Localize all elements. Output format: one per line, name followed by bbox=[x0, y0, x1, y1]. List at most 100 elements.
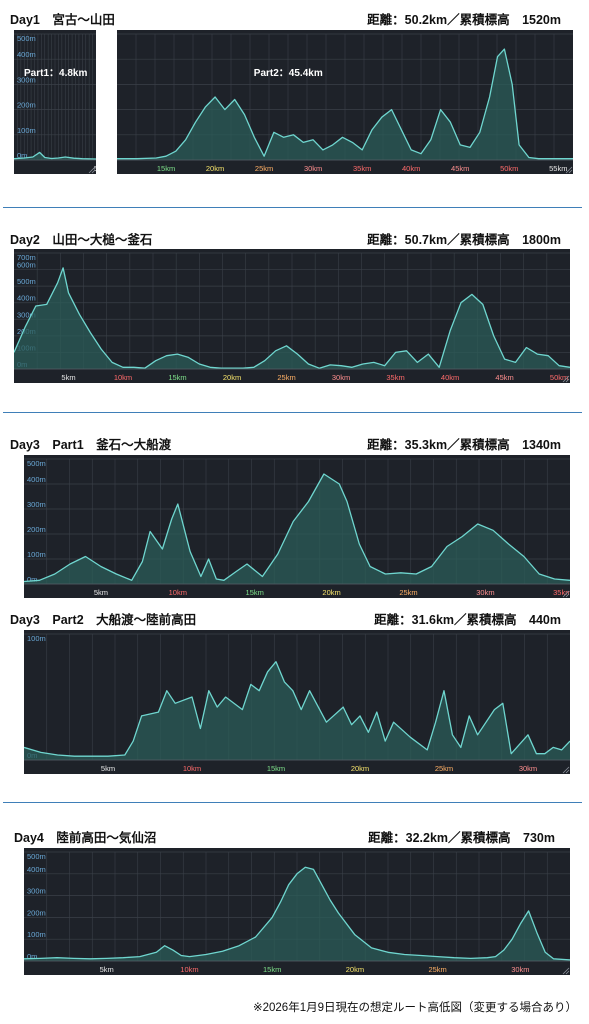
elevation-line bbox=[117, 48, 573, 160]
y-tick-label: 300m bbox=[17, 310, 36, 319]
y-tick-label: 100m bbox=[27, 930, 46, 939]
y-tick-label: 0m bbox=[27, 575, 37, 584]
x-tick-label: 40km bbox=[441, 373, 459, 382]
x-tick-label: 25km bbox=[277, 373, 295, 382]
y-tick-label: 400m bbox=[27, 865, 46, 874]
day4-stats: 距離：32.2km／累積標高 730m bbox=[368, 831, 555, 845]
divider bbox=[3, 207, 582, 208]
day2-stats: 距離：50.7km／累積標高 1800m bbox=[367, 233, 561, 247]
x-tick-label: 5km bbox=[100, 965, 114, 974]
y-tick-label: 400m bbox=[27, 475, 46, 484]
x-tick-label: 10km bbox=[114, 373, 132, 382]
elevation-area bbox=[14, 152, 96, 160]
x-tick-label: 50km bbox=[500, 164, 518, 173]
day1-title: Day1 宮古〜山田 bbox=[10, 13, 115, 27]
x-tick-label: 45km bbox=[451, 164, 469, 173]
x-tick-label: 30km bbox=[519, 764, 537, 773]
y-tick-label: 0m bbox=[17, 151, 27, 160]
y-tick-label: 300m bbox=[17, 75, 36, 84]
y-tick-label: 400m bbox=[17, 294, 36, 303]
x-tick-label: 5km bbox=[61, 373, 75, 382]
x-tick-label: 50km bbox=[550, 373, 568, 382]
x-tick-label: 40km bbox=[402, 164, 420, 173]
x-tick-label: 30km bbox=[332, 373, 350, 382]
y-tick-label: 100m bbox=[27, 550, 46, 559]
resize-handle-icon bbox=[562, 766, 570, 774]
x-tick-label: 15km bbox=[246, 588, 264, 597]
elevation-line bbox=[24, 473, 570, 583]
x-tick-label: 30km bbox=[304, 164, 322, 173]
elevation-line bbox=[14, 151, 96, 160]
elevation-area bbox=[24, 474, 570, 584]
resize-handle-icon bbox=[88, 166, 96, 174]
x-tick-label: 10km bbox=[180, 965, 198, 974]
x-tick-label: 30km bbox=[511, 965, 529, 974]
y-tick-label: 100m bbox=[27, 634, 46, 643]
day1-part1-chart: 0m 100m 200m 300m 400m 500m 5 Part1：4.8km bbox=[14, 30, 96, 174]
y-tick-label: 200m bbox=[27, 525, 46, 534]
x-tick-label: 10km bbox=[169, 588, 187, 597]
y-tick-label: 500m bbox=[27, 459, 46, 468]
resize-handle-icon bbox=[562, 967, 570, 975]
x-tick-label: 5km bbox=[101, 764, 115, 773]
footnote: ※2026年1月9日現在の想定ルート高低図（変更する場合あり） bbox=[252, 1002, 577, 1014]
elevation-line bbox=[24, 661, 570, 757]
resize-handle-icon bbox=[562, 590, 570, 598]
y-tick-label: 500m bbox=[17, 277, 36, 286]
elevation-area bbox=[14, 267, 570, 369]
x-tick-label: 10km bbox=[183, 764, 201, 773]
day4-chart: 0m 100m 200m 300m 400m 500m 5km 10km 15km 20km 25k… bbox=[24, 848, 570, 975]
x-tick-label: 15km bbox=[157, 164, 175, 173]
elevation-area bbox=[24, 867, 570, 961]
day3-part1-stats: 距離：35.3km／累積標高 1340m bbox=[367, 438, 561, 452]
day3-part1-chart: 0m 100m 200m 300m 400m 500m 5km 10km 15km 20km 25k… bbox=[24, 455, 570, 598]
y-tick-label: 600m bbox=[17, 261, 36, 270]
y-tick-label: 0m bbox=[27, 952, 37, 961]
elevation-area bbox=[117, 49, 573, 160]
day4-title: Day4 陸前高田〜気仙沼 bbox=[14, 831, 157, 845]
elevation-line bbox=[14, 267, 570, 369]
resize-handle-icon bbox=[562, 375, 570, 383]
x-tick-label: 45km bbox=[495, 373, 513, 382]
day2-title: Day2 山田〜大槌〜釜石 bbox=[10, 233, 153, 247]
resize-handle-icon bbox=[565, 166, 573, 174]
x-tick-label: 35km bbox=[353, 164, 371, 173]
day3-part2-title: Day3 Part2 大船渡〜陸前高田 bbox=[10, 613, 197, 627]
x-tick-label: 25km bbox=[428, 965, 446, 974]
day3-part1-title: Day3 Part1 釜石〜大船渡 bbox=[10, 438, 172, 452]
day1-stats: 距離：50.2km／累積標高 1520m bbox=[367, 13, 561, 27]
y-tick-label: 200m bbox=[27, 908, 46, 917]
x-tick-label: 35km bbox=[386, 373, 404, 382]
y-tick-label: 500m bbox=[17, 34, 36, 43]
x-tick-label: 15km bbox=[267, 764, 285, 773]
y-tick-label: 700m bbox=[17, 253, 36, 262]
x-tick-label: 25km bbox=[399, 588, 417, 597]
x-tick-label: 25km bbox=[255, 164, 273, 173]
x-tick-label: 15km bbox=[168, 373, 186, 382]
x-tick-label: 20km bbox=[322, 588, 340, 597]
day1-part2-chart: 15km 20km 25km 30km 35km 40km 45km 50km 55km Part… bbox=[117, 30, 573, 174]
x-tick-label: 25km bbox=[435, 764, 453, 773]
y-tick-label: 400m bbox=[17, 50, 36, 59]
elevation-line bbox=[24, 866, 570, 961]
part-label: Part1：4.8km bbox=[24, 68, 87, 79]
x-tick-label: 20km bbox=[223, 373, 241, 382]
y-tick-label: 300m bbox=[27, 887, 46, 896]
day3-part2-stats: 距離：31.6km／累積標高 440m bbox=[374, 613, 561, 627]
elevation-area bbox=[24, 661, 570, 760]
x-tick-label: 20km bbox=[206, 164, 224, 173]
x-tick-label: 15km bbox=[263, 965, 281, 974]
x-tick-label: 20km bbox=[346, 965, 364, 974]
x-tick-label: 5 bbox=[94, 164, 96, 173]
day2-chart: 0m100m200m300m400m500m600m700m5km10km15k… bbox=[14, 249, 570, 383]
y-tick-label: 300m bbox=[27, 500, 46, 509]
x-tick-label: 30km bbox=[476, 588, 494, 597]
x-tick-label: 20km bbox=[351, 764, 369, 773]
x-tick-label: 5km bbox=[94, 588, 108, 597]
x-tick-label: 35km bbox=[553, 588, 570, 597]
divider bbox=[3, 802, 582, 803]
y-tick-label: 500m bbox=[27, 852, 46, 861]
y-tick-label: 200m bbox=[17, 101, 36, 110]
divider bbox=[3, 412, 582, 413]
